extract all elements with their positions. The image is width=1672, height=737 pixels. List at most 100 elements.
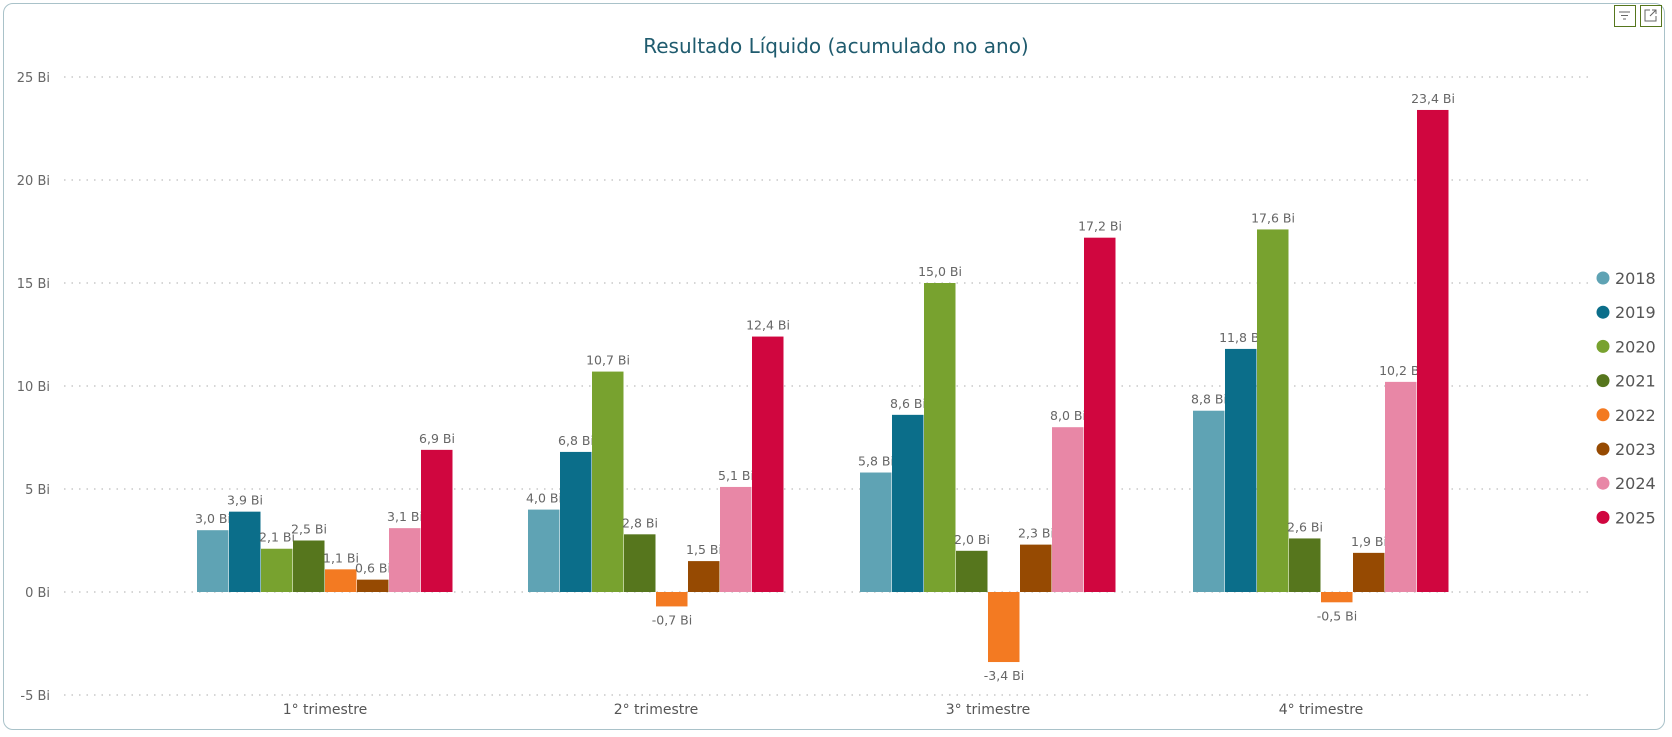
bar-2023 [1353,552,1385,592]
data-label: 15,0 Bi [918,264,962,279]
bar-2023 [688,561,720,592]
legend-label: 2023 [1615,440,1656,459]
legend-marker [1596,271,1610,285]
bar-2022 [325,569,357,592]
data-label: 4,0 Bi [526,491,562,506]
x-tick-label: 1° trimestre [283,702,368,718]
data-label: 2,3 Bi [1018,526,1054,541]
bar-2022 [1321,592,1353,603]
data-label: 2,5 Bi [291,522,327,537]
bar-2018 [197,530,229,592]
bar-2024 [1052,427,1084,592]
data-label: 1,5 Bi [686,542,722,557]
bar-2020 [1257,229,1289,592]
bar-2023 [357,579,389,592]
chart-title: Resultado Líquido (acumulado no ano) [643,34,1029,58]
data-label: 10,2 Bi [1379,363,1423,378]
focus-mode-icon [1644,9,1657,22]
bar-2020 [924,283,956,592]
legend-marker [1596,442,1610,456]
filter-button[interactable] [1614,5,1636,27]
data-label: 8,6 Bi [890,396,926,411]
bar-2018 [528,509,560,592]
data-label: 1,1 Bi [323,550,359,565]
bar-2025 [1417,109,1449,593]
y-tick-label: -5 Bi [20,689,50,704]
data-label: 8,0 Bi [1050,408,1086,423]
legend-label: 2021 [1615,372,1656,391]
bar-2019 [560,451,592,592]
data-label: 17,2 Bi [1078,219,1122,234]
data-label: -0,5 Bi [1317,608,1357,623]
bar-2025 [752,336,784,592]
chart-frame [3,3,1665,730]
data-label: 23,4 Bi [1411,91,1455,106]
x-tick-label: 4° trimestre [1279,702,1364,718]
data-label: 8,8 Bi [1191,392,1227,407]
focus-mode-button[interactable] [1640,5,1662,27]
bar-2022 [656,592,688,607]
bar-2024 [1385,381,1417,592]
data-label: 5,8 Bi [858,454,894,469]
bar-2024 [389,528,421,592]
legend-label: 2020 [1615,337,1656,356]
bar-2019 [1225,348,1257,592]
bar-2019 [892,414,924,592]
bar-2024 [720,486,752,592]
legend-marker [1596,339,1610,353]
bar-2021 [624,534,656,592]
bar-2018 [1193,410,1225,592]
data-label: 6,9 Bi [419,431,455,446]
data-label: 3,0 Bi [195,511,231,526]
data-label: 11,8 Bi [1219,330,1263,345]
legend-marker [1596,374,1610,388]
legend-item-2018[interactable]: 2018 [1596,269,1656,288]
bar-2021 [956,550,988,592]
data-label: 2,8 Bi [622,515,658,530]
bar-2020 [592,371,624,592]
y-tick-label: 5 Bi [25,483,50,498]
data-label: 2,0 Bi [954,532,990,547]
bar-2025 [1084,237,1116,592]
data-label: 1,9 Bi [1351,534,1387,549]
bar-2021 [293,540,325,592]
data-label: 2,6 Bi [1287,519,1323,534]
legend-marker [1596,510,1610,524]
bar-2020 [261,548,293,592]
x-tick-label: 3° trimestre [946,702,1031,718]
legend-label: 2018 [1615,269,1656,288]
legend-item-2022[interactable]: 2022 [1596,406,1656,425]
data-label: 10,7 Bi [586,353,630,368]
bar-2018 [860,472,892,592]
bar-2025 [421,449,453,592]
y-tick-label: 25 Bi [17,71,50,86]
bar-2023 [1020,544,1052,592]
data-label: 17,6 Bi [1251,210,1295,225]
data-label: 6,8 Bi [558,433,594,448]
legend-label: 2022 [1615,406,1656,425]
legend-marker [1596,305,1610,319]
data-label: 2,1 Bi [259,530,295,545]
y-tick-label: 15 Bi [17,277,50,292]
legend-item-2020[interactable]: 2020 [1596,337,1656,356]
data-label: 0,6 Bi [355,561,391,576]
legend-label: 2024 [1615,474,1656,493]
y-tick-label: 0 Bi [25,586,50,601]
legend-label: 2019 [1615,303,1656,322]
filter-icon [1619,11,1630,20]
legend-item-2023[interactable]: 2023 [1596,440,1656,459]
bar-2019 [229,511,261,592]
y-tick-label: 20 Bi [17,174,50,189]
x-tick-label: 2° trimestre [614,702,699,718]
data-label: 12,4 Bi [746,318,790,333]
bar-2021 [1289,538,1321,592]
legend-item-2024[interactable]: 2024 [1596,474,1656,493]
data-label: -3,4 Bi [984,668,1024,683]
data-label: -0,7 Bi [652,612,692,627]
data-label: 3,1 Bi [387,509,423,524]
legend-item-2019[interactable]: 2019 [1596,303,1656,322]
legend-item-2021[interactable]: 2021 [1596,372,1656,391]
legend-marker [1596,408,1610,422]
legend-item-2025[interactable]: 2025 [1596,508,1656,527]
